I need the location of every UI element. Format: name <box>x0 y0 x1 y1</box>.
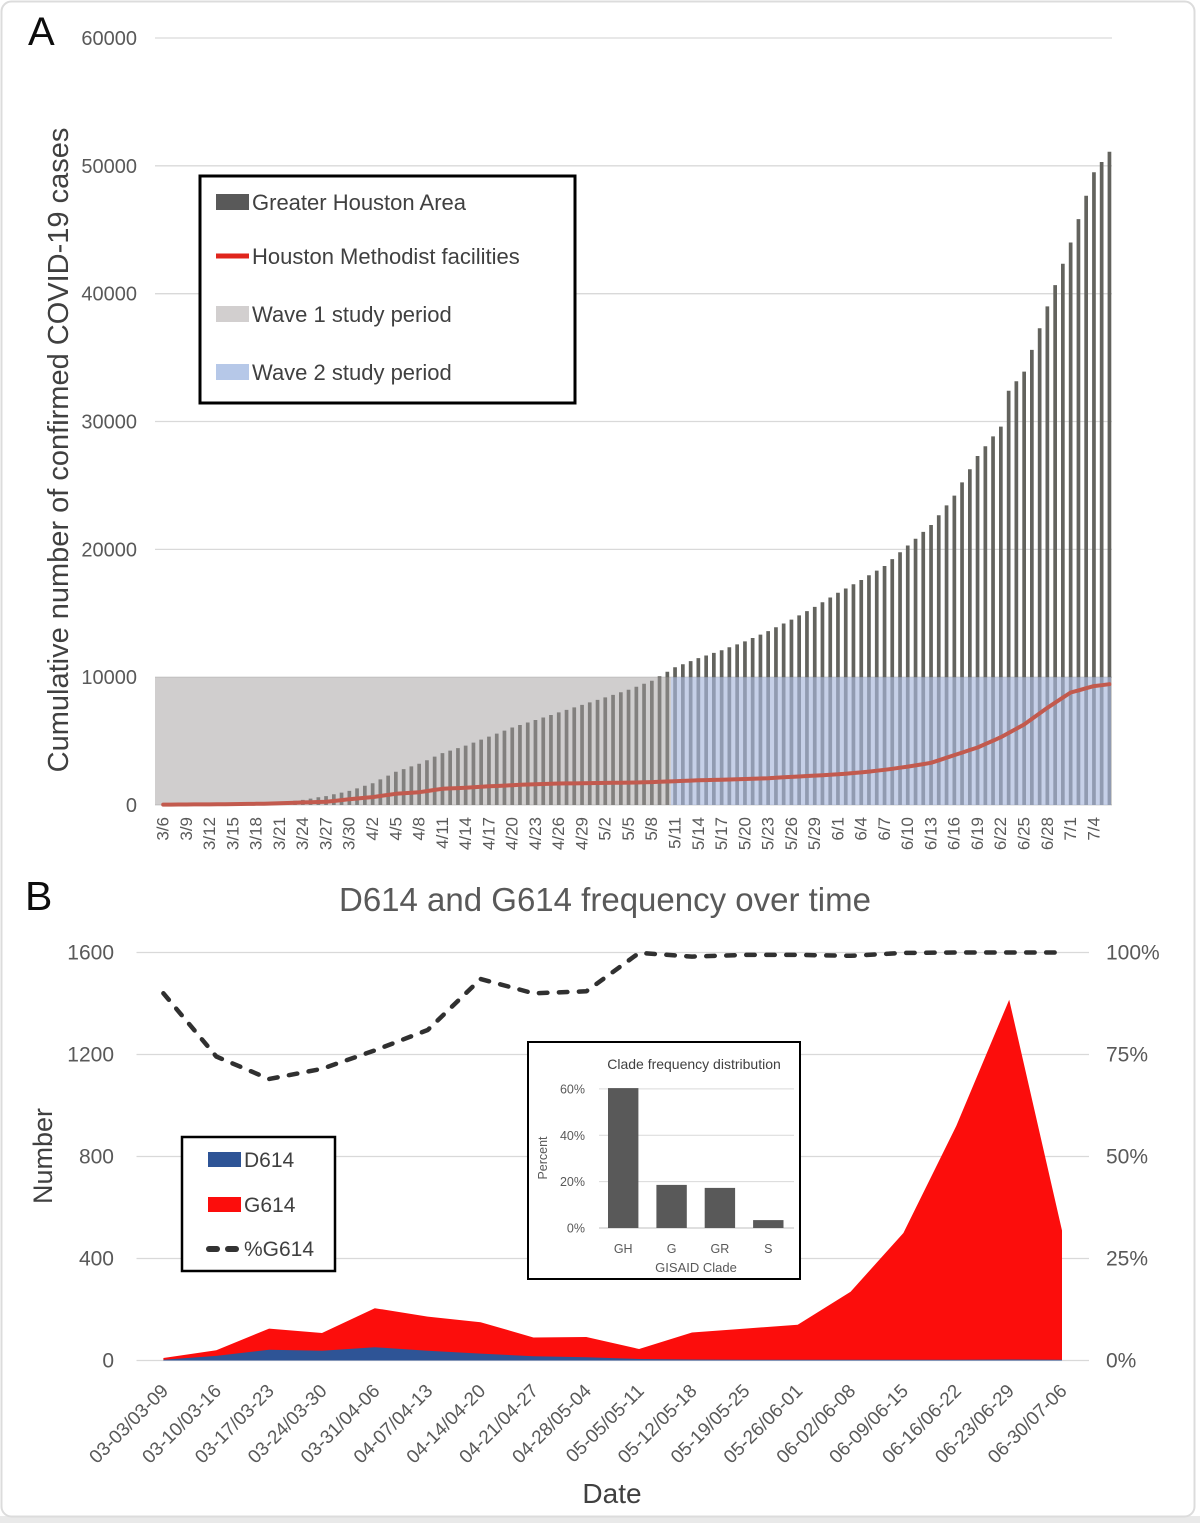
svg-text:6/10: 6/10 <box>898 817 917 850</box>
svg-text:B: B <box>25 873 52 919</box>
svg-text:100%: 100% <box>1106 942 1160 965</box>
svg-text:10000: 10000 <box>81 667 137 689</box>
svg-text:3/21: 3/21 <box>270 817 289 850</box>
svg-text:Wave 2 study period: Wave 2 study period <box>252 360 452 385</box>
svg-text:5/11: 5/11 <box>666 817 685 849</box>
svg-text:75%: 75% <box>1106 1044 1148 1067</box>
svg-text:4/17: 4/17 <box>479 817 498 850</box>
svg-text:4/14: 4/14 <box>456 817 475 850</box>
svg-text:Houston Methodist facilities: Houston Methodist facilities <box>252 244 520 269</box>
svg-text:6/7: 6/7 <box>875 817 894 841</box>
svg-text:A: A <box>28 10 55 54</box>
svg-text:5/29: 5/29 <box>805 817 824 850</box>
svg-text:4/8: 4/8 <box>410 817 429 841</box>
svg-text:3/24: 3/24 <box>293 817 312 850</box>
svg-text:3/15: 3/15 <box>223 817 242 850</box>
svg-text:0: 0 <box>126 795 137 817</box>
svg-text:4/11: 4/11 <box>433 817 452 849</box>
svg-text:7/1: 7/1 <box>1061 817 1080 841</box>
svg-text:20%: 20% <box>560 1175 585 1189</box>
svg-text:3/12: 3/12 <box>200 817 219 850</box>
svg-text:4/23: 4/23 <box>526 817 545 850</box>
svg-text:3/30: 3/30 <box>340 817 359 850</box>
svg-text:1600: 1600 <box>67 942 114 965</box>
svg-text:Clade frequency distribution: Clade frequency distribution <box>607 1056 781 1072</box>
svg-text:5/2: 5/2 <box>596 817 615 841</box>
svg-text:0: 0 <box>102 1350 114 1373</box>
svg-text:GH: GH <box>614 1242 633 1256</box>
svg-text:4/29: 4/29 <box>572 817 591 850</box>
svg-text:40000: 40000 <box>81 284 137 306</box>
svg-text:Cumulative number of confirmed: Cumulative number of confirmed COVID-19 … <box>43 128 75 773</box>
svg-text:60000: 60000 <box>81 28 137 50</box>
svg-text:3/6: 3/6 <box>154 817 173 841</box>
svg-text:4/20: 4/20 <box>503 817 522 850</box>
svg-text:Number: Number <box>28 1108 58 1204</box>
svg-text:Wave 1 study period: Wave 1 study period <box>252 302 452 327</box>
svg-text:5/23: 5/23 <box>759 817 778 850</box>
svg-text:6/1: 6/1 <box>828 817 847 841</box>
svg-text:G614: G614 <box>244 1194 296 1217</box>
svg-text:6/4: 6/4 <box>852 817 871 841</box>
svg-text:%G614: %G614 <box>244 1238 314 1261</box>
svg-text:6/16: 6/16 <box>945 817 964 850</box>
svg-text:6/19: 6/19 <box>968 817 987 850</box>
svg-text:50000: 50000 <box>81 156 137 178</box>
svg-text:5/14: 5/14 <box>689 817 708 850</box>
svg-text:400: 400 <box>79 1248 114 1271</box>
svg-text:4/26: 4/26 <box>549 817 568 850</box>
svg-text:G: G <box>667 1242 677 1256</box>
svg-text:5/20: 5/20 <box>735 817 754 850</box>
svg-text:0%: 0% <box>567 1222 585 1236</box>
svg-text:30000: 30000 <box>81 412 137 434</box>
svg-text:0%: 0% <box>1106 1350 1136 1373</box>
svg-text:50%: 50% <box>1106 1146 1148 1169</box>
svg-text:1200: 1200 <box>67 1044 114 1067</box>
svg-text:60%: 60% <box>560 1082 585 1096</box>
svg-text:5/5: 5/5 <box>619 817 638 841</box>
svg-text:40%: 40% <box>560 1129 585 1143</box>
svg-text:3/18: 3/18 <box>247 817 266 850</box>
svg-text:5/26: 5/26 <box>782 817 801 850</box>
svg-text:Date: Date <box>582 1478 641 1509</box>
svg-text:6/13: 6/13 <box>921 817 940 850</box>
svg-text:3/27: 3/27 <box>317 817 336 850</box>
svg-text:5/8: 5/8 <box>642 817 661 841</box>
svg-text:6/25: 6/25 <box>1015 817 1034 850</box>
svg-text:Greater Houston Area: Greater Houston Area <box>252 190 467 215</box>
svg-text:3/9: 3/9 <box>177 817 196 841</box>
svg-text:4/2: 4/2 <box>363 817 382 841</box>
svg-text:25%: 25% <box>1106 1248 1148 1271</box>
svg-text:GR: GR <box>711 1242 730 1256</box>
svg-text:5/17: 5/17 <box>712 817 731 850</box>
svg-text:D614: D614 <box>244 1149 295 1172</box>
svg-text:7/4: 7/4 <box>1084 817 1103 841</box>
svg-text:6/22: 6/22 <box>991 817 1010 850</box>
svg-text:Percent: Percent <box>536 1136 550 1180</box>
svg-text:S: S <box>764 1242 772 1256</box>
svg-text:GISAID Clade: GISAID Clade <box>655 1260 737 1275</box>
svg-text:6/28: 6/28 <box>1038 817 1057 850</box>
svg-text:800: 800 <box>79 1146 114 1169</box>
svg-text:20000: 20000 <box>81 539 137 561</box>
svg-text:4/5: 4/5 <box>386 817 405 841</box>
svg-text:D614 and G614 frequency over t: D614 and G614 frequency over time <box>339 881 871 918</box>
